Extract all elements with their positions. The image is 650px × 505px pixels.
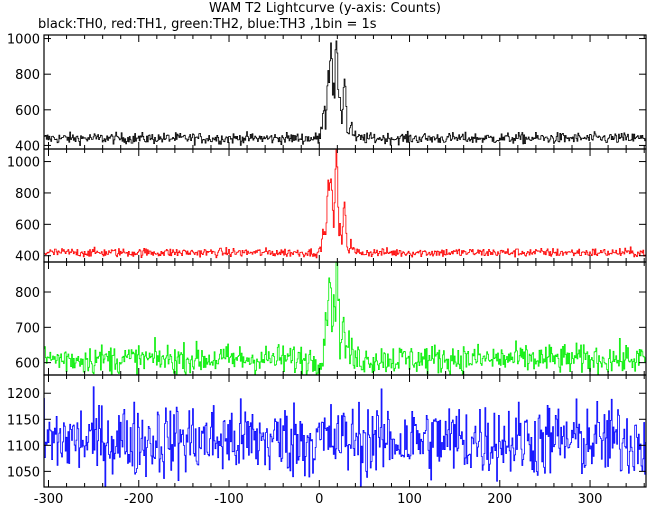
x-tick-label: 200 — [487, 492, 512, 505]
x-tick-label: -100 — [214, 492, 244, 505]
series-line-th2 — [44, 261, 646, 376]
x-tick-label: -200 — [124, 492, 154, 505]
y-tick-label-th2: 800 — [15, 286, 40, 301]
y-tick-label-th2: 600 — [15, 357, 40, 372]
y-tick-label-th3: 1100 — [7, 439, 40, 454]
series-line-th0 — [44, 40, 646, 146]
y-tick-label-th1: 400 — [15, 250, 40, 265]
y-tick-label-th1: 800 — [15, 187, 40, 202]
y-tick-label-th1: 1000 — [7, 156, 40, 171]
y-tick-label-th0: 1000 — [7, 33, 40, 48]
y-tick-label-th1: 600 — [15, 218, 40, 233]
series-line-th1 — [44, 148, 646, 259]
y-tick-label-th0: 800 — [15, 68, 40, 83]
panel-frame-th3 — [43, 374, 647, 488]
y-tick-label-th3: 1150 — [7, 413, 40, 428]
y-tick-label-th3: 1050 — [7, 465, 40, 480]
chart-title: WAM T2 Lightcurve (y-axis: Counts) — [209, 1, 441, 16]
x-tick-label: 300 — [578, 492, 603, 505]
y-tick-label-th3: 1200 — [7, 387, 40, 402]
y-tick-label-th0: 400 — [15, 139, 40, 154]
x-tick-label: 100 — [397, 492, 422, 505]
x-tick-label: 0 — [315, 492, 323, 505]
y-tick-label-th0: 600 — [15, 104, 40, 119]
y-tick-label-th2: 700 — [15, 321, 40, 336]
panel-frame-th0 — [43, 34, 647, 150]
series-line-th3 — [44, 386, 646, 487]
x-tick-label: -300 — [34, 492, 64, 505]
chart-subtitle: black:TH0, red:TH1, green:TH2, blue:TH3 … — [38, 17, 377, 32]
